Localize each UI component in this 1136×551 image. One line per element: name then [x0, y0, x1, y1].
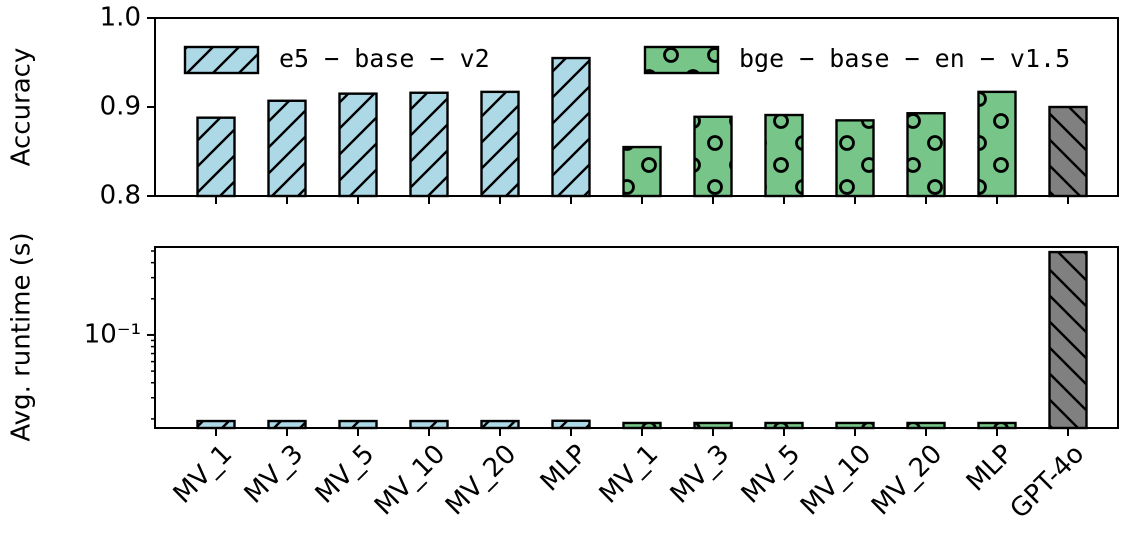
- x-tick-label-group: MV_20: [866, 439, 948, 521]
- x-tick-label-group: MV_3: [239, 439, 310, 510]
- bar-hatch: [196, 116, 236, 198]
- x-tick-label: MV_3: [665, 439, 736, 510]
- bar-hatch: [693, 115, 733, 198]
- bar-hatch: [409, 419, 449, 430]
- x-tick-label-group: MV_20: [440, 439, 522, 521]
- axes-frame: [154, 246, 1119, 429]
- y-tick-label: 10⁻¹: [84, 319, 141, 349]
- x-tick-label: MV_10: [795, 439, 877, 521]
- y-label-group: Avg. runtime (s): [7, 232, 37, 441]
- bar-hatch: [338, 92, 378, 198]
- x-tick-label-group: MV_10: [369, 439, 451, 521]
- bar-hatch: [551, 419, 591, 430]
- bar-hatch: [480, 90, 520, 198]
- y-tick-label: 1.0: [100, 3, 141, 33]
- y-axis-label: Avg. runtime (s): [7, 232, 37, 441]
- x-tick-label: MV_20: [440, 439, 522, 521]
- y-tick-label: 0.8: [100, 181, 141, 211]
- plots: 0.8 0.9 1.0 Accuracy e5 − base − v2 bge − bas…: [7, 3, 1119, 525]
- x-tick-label-group: MLP: [961, 439, 1019, 497]
- x-tick-label: MV_10: [369, 439, 451, 521]
- bar-hatch: [1048, 250, 1088, 430]
- bar-hatch: [267, 419, 307, 430]
- bar-hatch: [480, 419, 520, 430]
- bar-hatch: [338, 419, 378, 430]
- bar-hatch: [267, 99, 307, 198]
- legend-label: bge − base − en − v1.5: [739, 44, 1070, 73]
- x-tick-label-group: MV_3: [665, 439, 736, 510]
- legend-label: e5 − base − v2: [279, 44, 490, 73]
- x-tick-label-group: MV_1: [168, 439, 239, 510]
- y-tick-label: 0.9: [100, 92, 141, 122]
- x-tick-label: MV_20: [866, 439, 948, 521]
- x-tick-label: MLP: [535, 439, 593, 497]
- bar-hatch: [906, 112, 946, 198]
- legend-swatch-hatch: [183, 45, 260, 75]
- bar-hatch: [977, 90, 1017, 198]
- bar-hatch: [409, 91, 449, 198]
- bar-hatch: [622, 145, 662, 198]
- x-tick-label: MV_3: [239, 439, 310, 510]
- bar-hatch: [196, 419, 236, 430]
- legend-swatch-hatch: [643, 45, 720, 75]
- x-tick-label: MV_1: [594, 439, 665, 510]
- bar-hatch: [835, 119, 875, 198]
- y-label-group: Accuracy: [7, 48, 37, 167]
- x-tick-label: MV_1: [168, 439, 239, 510]
- x-tick-label: MLP: [961, 439, 1019, 497]
- legend: e5 − base − v2 bge − base − en − v1.5: [183, 44, 1070, 75]
- bar-hatch: [1048, 105, 1088, 198]
- x-tick-label-group: MV_1: [594, 439, 665, 510]
- x-tick-label-group: GPT-4o: [1005, 439, 1091, 525]
- x-tick-label-group: MLP: [535, 439, 593, 497]
- x-tick-label: GPT-4o: [1005, 439, 1091, 525]
- y-axis-label: Accuracy: [7, 48, 37, 167]
- bar-hatch: [764, 113, 804, 198]
- bar-hatch: [551, 56, 591, 198]
- x-tick-label-group: MV_10: [795, 439, 877, 521]
